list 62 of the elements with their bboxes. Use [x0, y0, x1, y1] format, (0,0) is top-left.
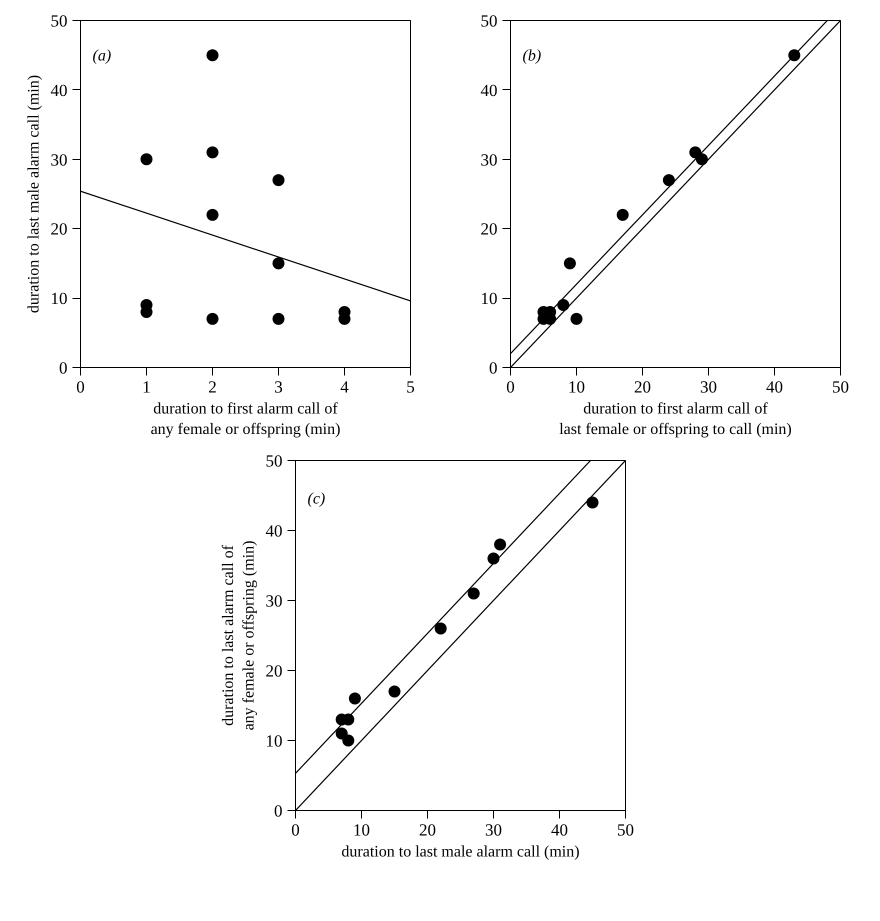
annotation: (b)	[522, 48, 542, 64]
point	[616, 208, 629, 221]
x-tick-label: 2	[208, 378, 217, 396]
point	[206, 49, 218, 62]
x-tick-label: 0	[76, 378, 85, 396]
point	[206, 312, 218, 325]
x-tick-label: 50	[832, 378, 849, 396]
x-tick-label: 0	[291, 820, 300, 840]
y-tick-label: 10	[266, 732, 282, 750]
point	[494, 538, 506, 550]
point	[206, 208, 218, 221]
point	[272, 174, 284, 186]
y-tick-label: 20	[480, 220, 498, 239]
point	[342, 734, 354, 746]
point	[662, 174, 675, 186]
point	[468, 588, 480, 600]
annotation: (c)	[308, 490, 326, 508]
y-tick-label: 40	[266, 522, 282, 540]
x-tick-label: 10	[568, 378, 585, 396]
x-tick-label: 4	[340, 378, 350, 396]
y-tick-label: 20	[266, 662, 282, 680]
x-tick-label: 3	[274, 378, 283, 396]
y-tick-label: 0	[274, 802, 282, 820]
x-tick-label: 20	[634, 378, 651, 396]
x-tick-label: 1	[142, 378, 151, 396]
x-axis-title: duration to last male alarm call (min)	[341, 844, 580, 860]
point	[140, 153, 152, 166]
point	[570, 312, 582, 325]
point	[564, 257, 576, 270]
x-tick-label: 5	[406, 378, 415, 396]
y-tick-label: 10	[50, 289, 68, 308]
x-axis-title: duration to first alarm call of any female or offspring (min)	[150, 400, 340, 438]
point	[434, 622, 447, 634]
y-tick-label: 50	[266, 452, 282, 470]
y-tick-label: 40	[480, 80, 498, 100]
y-tick-label: 50	[50, 12, 68, 30]
y-axis-title: duration to last male alarm call (min)	[26, 74, 42, 314]
x-axis-title: duration to first alarm call of last female or offspring to call (min)	[559, 400, 792, 438]
x-tick-label: 30	[700, 378, 717, 396]
y-tick-label: 10	[480, 289, 498, 308]
x-tick-label: 40	[766, 378, 783, 396]
y-tick-label: 20	[50, 220, 68, 239]
y-tick-label: 30	[480, 150, 498, 170]
x-tick-label: 20	[419, 820, 436, 840]
point	[586, 496, 598, 508]
x-tick-label: 10	[353, 820, 370, 840]
x-tick-label: 50	[617, 820, 634, 840]
x-tick-label: 0	[506, 378, 515, 396]
y-tick-label: 30	[266, 592, 282, 610]
x-tick-label: 40	[551, 820, 568, 840]
y-tick-label: 30	[50, 150, 68, 170]
y-tick-label: 0	[59, 358, 68, 378]
point	[348, 692, 361, 704]
y-tick-label: 0	[489, 358, 498, 378]
y-tick-label: 50	[480, 12, 498, 30]
point	[206, 146, 218, 158]
y-tick-label: 40	[50, 80, 68, 100]
point	[272, 257, 284, 270]
y-axis-title: duration to last alarm call of any female or offspring (min)	[220, 540, 258, 730]
annotation: (a)	[92, 48, 112, 64]
point	[388, 686, 400, 698]
point	[272, 312, 284, 325]
